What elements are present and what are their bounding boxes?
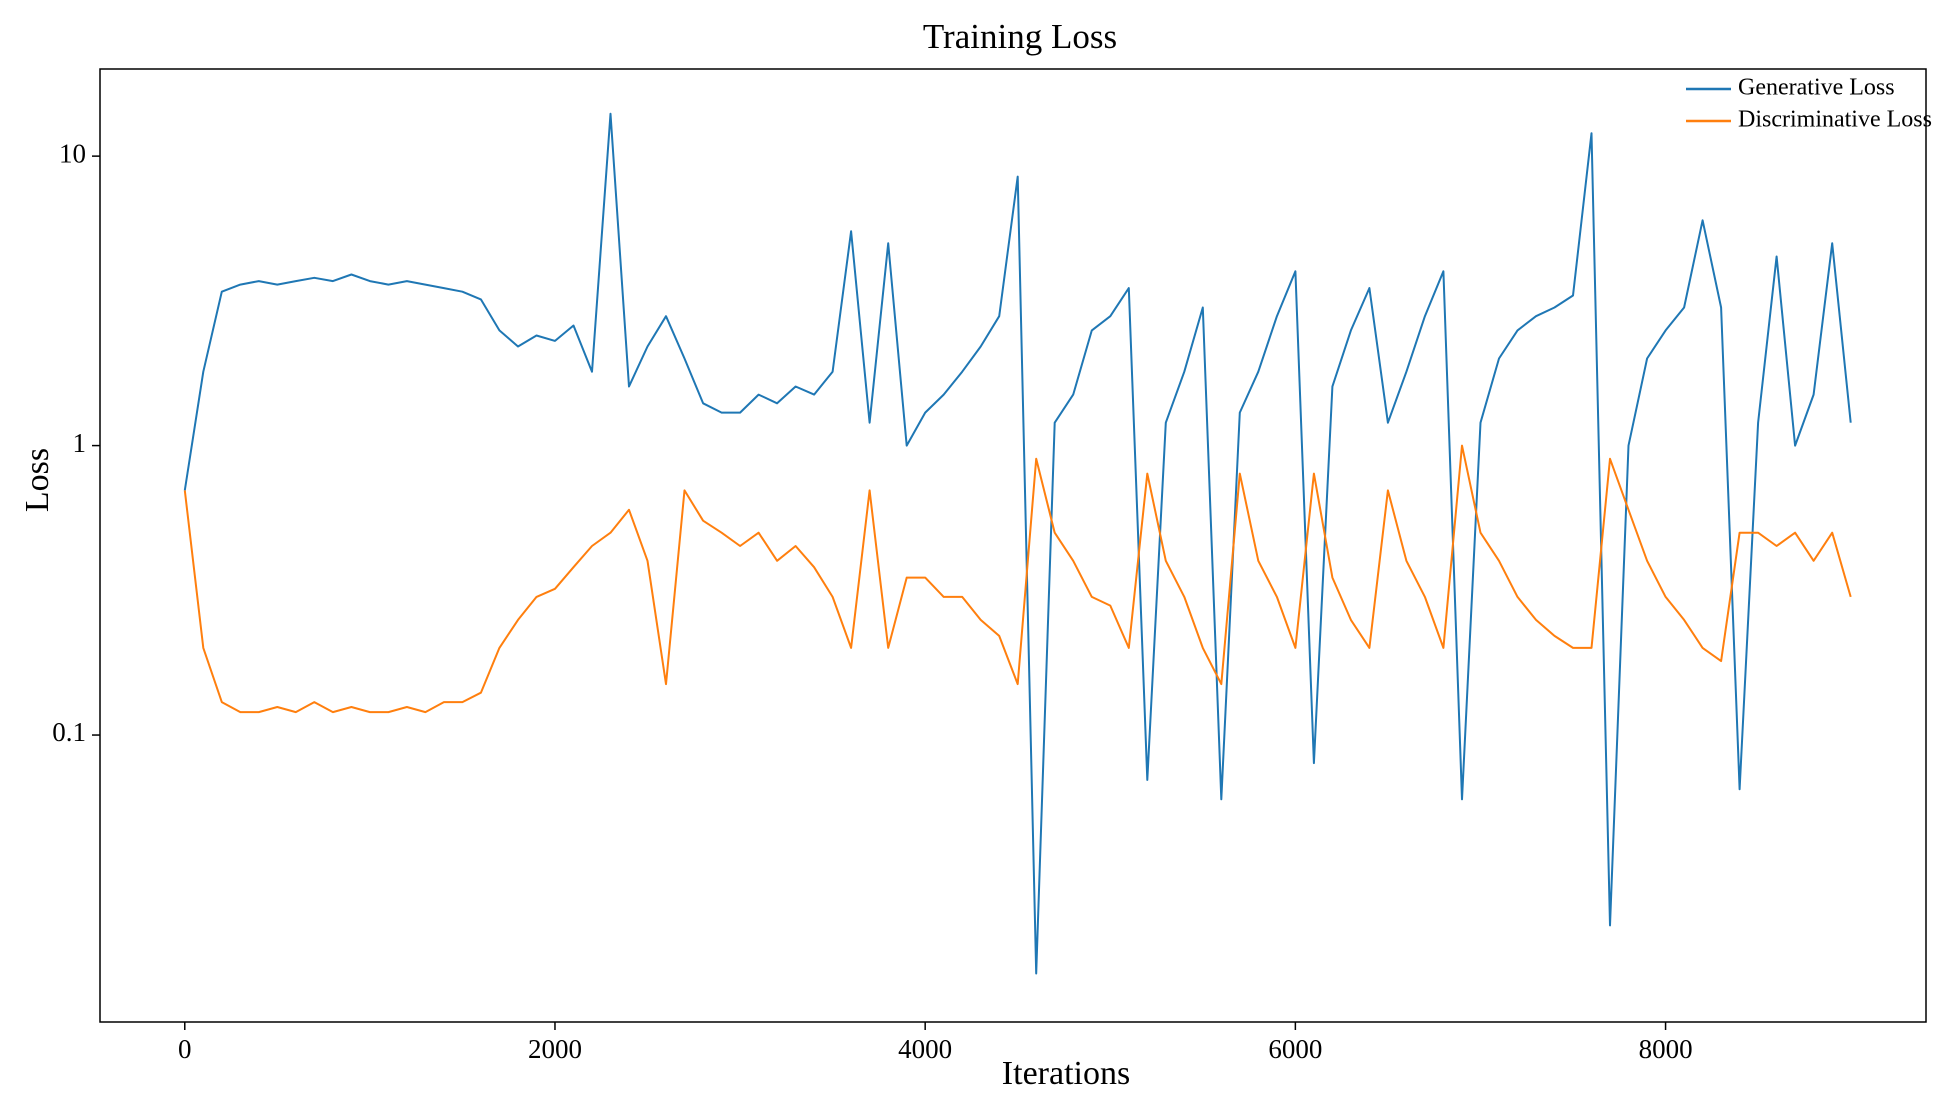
x-tick-label: 4000 [898,1034,952,1064]
legend-label: Discriminative Loss [1738,107,1932,133]
x-tick-label: 6000 [1268,1034,1322,1064]
series-line [183,444,1852,714]
x-tick-label: 0 [178,1034,192,1064]
y-tick-label: 10 [59,138,86,168]
x-tick-label: 2000 [528,1034,582,1064]
y-axis-label: Loss [19,448,56,512]
x-axis-label: Iterations [1002,1055,1130,1092]
series-line [183,112,1852,975]
plot-frame [99,68,1927,1023]
y-tick-label: 1 [73,428,87,458]
chart-title: Training Loss [923,17,1117,56]
x-tick-label: 8000 [1639,1034,1693,1064]
legend-label: Generative Loss [1738,75,1895,101]
y-tick-label: 0.1 [52,717,86,747]
